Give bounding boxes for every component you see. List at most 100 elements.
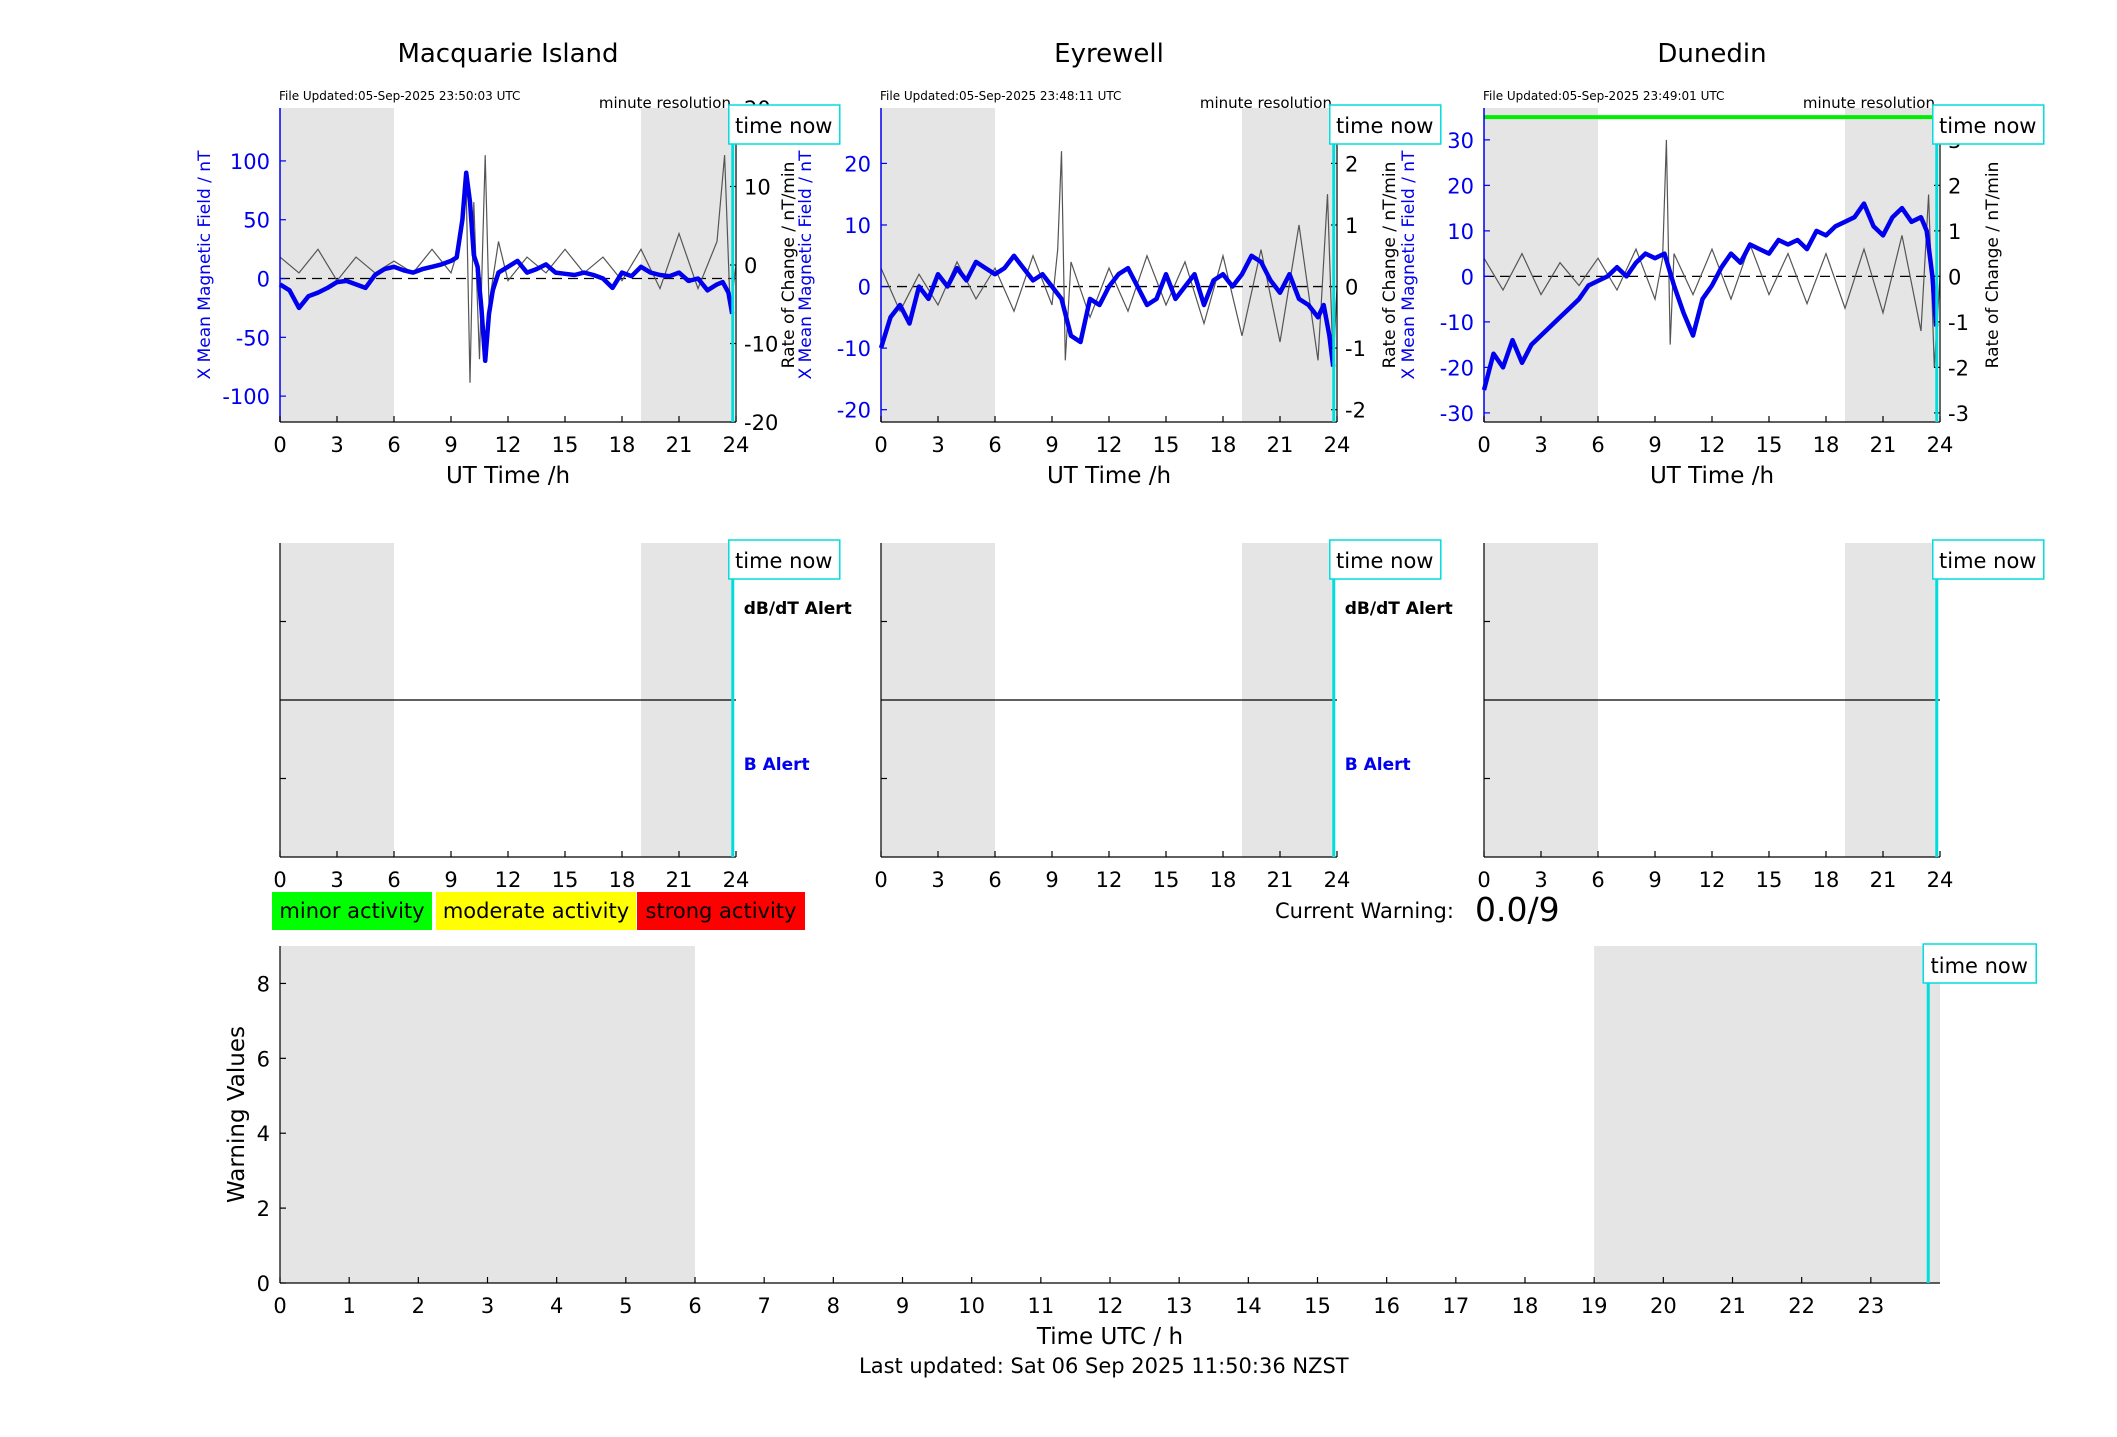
right-tick-label: -1 <box>1948 311 1969 335</box>
station-panel-dunedin: Dunedin-30-20-100102030-3-2-101230369121… <box>1399 39 2045 892</box>
x-tick-label: 15 <box>552 433 579 457</box>
warning-x-tick-label: 2 <box>412 1294 425 1318</box>
left-tick-label: 0 <box>257 268 270 292</box>
alert-x-tick-label: 18 <box>1210 868 1237 892</box>
b-alert-label: B Alert <box>1345 755 1411 775</box>
dbdt-alert-label: dB/dT Alert <box>1345 599 1453 619</box>
left-tick-label: 20 <box>1447 174 1474 198</box>
alert-x-tick-label: 24 <box>1927 868 1954 892</box>
alert-x-tick-label: 0 <box>273 868 286 892</box>
warning-x-tick-label: 18 <box>1512 1294 1539 1318</box>
station-title: Dunedin <box>1657 39 1766 69</box>
last-updated-text: Last updated: Sat 06 Sep 2025 11:50:36 N… <box>859 1354 1349 1378</box>
right-y-axis-label: Rate of Change / nT/min <box>1983 162 2003 369</box>
left-tick-label: 0 <box>1461 265 1474 289</box>
resolution-text: minute resolution <box>1803 94 1935 112</box>
alert-x-tick-label: 0 <box>874 868 887 892</box>
file-updated-text: File Updated:05-Sep-2025 23:48:11 UTC <box>880 89 1121 103</box>
left-tick-label: -100 <box>222 385 270 409</box>
left-tick-label: -20 <box>1440 356 1474 380</box>
right-tick-label: -3 <box>1948 402 1969 426</box>
right-tick-label: 2 <box>1345 152 1358 176</box>
warning-x-tick-label: 23 <box>1857 1294 1884 1318</box>
warning-x-tick-label: 7 <box>757 1294 770 1318</box>
x-tick-label: 12 <box>1699 433 1726 457</box>
warning-x-tick-label: 11 <box>1027 1294 1054 1318</box>
night-shading <box>1845 108 1937 422</box>
time-now-label: time now <box>1939 114 2036 138</box>
alert-x-tick-label: 24 <box>723 868 750 892</box>
x-tick-label: 9 <box>1045 433 1058 457</box>
night-shading <box>1484 108 1598 422</box>
x-tick-label: 6 <box>387 433 400 457</box>
x-tick-label: 24 <box>723 433 750 457</box>
warning-x-tick-label: 8 <box>827 1294 840 1318</box>
warning-night-shading <box>280 946 695 1283</box>
warning-y-tick-label: 6 <box>257 1047 270 1071</box>
warning-y-tick-label: 2 <box>257 1197 270 1221</box>
alert-time-now-label: time now <box>1336 549 1433 573</box>
x-tick-label: 18 <box>1210 433 1237 457</box>
left-tick-label: 50 <box>243 209 270 233</box>
time-now-box <box>1329 104 1442 145</box>
warning-y-axis-label: Warning Values <box>224 1026 250 1203</box>
alert-x-tick-label: 3 <box>931 868 944 892</box>
alert-x-tick-label: 12 <box>1699 868 1726 892</box>
right-tick-label: 0 <box>744 254 757 278</box>
left-tick-label: -50 <box>236 326 270 350</box>
x-tick-label: 18 <box>1813 433 1840 457</box>
warning-time-now-box <box>1922 943 2037 984</box>
right-tick-label: -2 <box>1345 399 1366 423</box>
left-tick-label: 10 <box>1447 220 1474 244</box>
alert-time-now-box <box>728 539 841 580</box>
right-tick-label: 1 <box>1948 220 1961 244</box>
left-tick-label: -10 <box>1440 311 1474 335</box>
rate-of-change-series <box>880 151 1338 367</box>
alert-x-tick-label: 9 <box>1648 868 1661 892</box>
left-tick-label: 100 <box>230 150 270 174</box>
warning-x-tick-label: 10 <box>958 1294 985 1318</box>
x-tick-label: 0 <box>1477 433 1490 457</box>
left-tick-label: 30 <box>1447 129 1474 153</box>
alert-x-tick-label: 18 <box>609 868 636 892</box>
left-tick-label: 20 <box>844 152 871 176</box>
warning-time-now-label: time now <box>1931 954 2028 978</box>
left-tick-label: -10 <box>837 337 871 361</box>
current-warning-label: Current Warning: <box>1275 899 1454 923</box>
alert-x-tick-label: 15 <box>1756 868 1783 892</box>
x-tick-label: 21 <box>1267 433 1294 457</box>
time-now-label: time now <box>1336 114 1433 138</box>
x-tick-label: 9 <box>1648 433 1661 457</box>
warning-x-tick-label: 16 <box>1373 1294 1400 1318</box>
warning-x-tick-label: 13 <box>1166 1294 1193 1318</box>
warning-x-tick-label: 4 <box>550 1294 563 1318</box>
warning-x-axis-label: Time UTC / h <box>1036 1324 1183 1350</box>
x-tick-label: 3 <box>1534 433 1547 457</box>
time-now-box <box>728 104 841 145</box>
station-title: Eyrewell <box>1054 39 1164 69</box>
alert-x-tick-label: 3 <box>330 868 343 892</box>
alert-x-tick-label: 21 <box>1870 868 1897 892</box>
rate-of-change-series <box>1483 139 1941 368</box>
alert-x-tick-label: 15 <box>552 868 579 892</box>
alert-x-tick-label: 0 <box>1477 868 1490 892</box>
alert-x-tick-label: 9 <box>444 868 457 892</box>
warning-x-tick-label: 1 <box>342 1294 355 1318</box>
warning-x-tick-label: 6 <box>688 1294 701 1318</box>
x-tick-label: 3 <box>931 433 944 457</box>
x-mean-field-series <box>878 253 1336 367</box>
right-y-axis-label: Rate of Change / nT/min <box>779 162 799 369</box>
warning-x-tick-label: 19 <box>1581 1294 1608 1318</box>
warning-x-tick-label: 20 <box>1650 1294 1677 1318</box>
warning-y-tick-label: 4 <box>257 1122 270 1146</box>
left-tick-label: -20 <box>837 399 871 423</box>
warning-y-tick-label: 0 <box>257 1272 270 1296</box>
x-tick-label: 18 <box>609 433 636 457</box>
right-tick-label: -20 <box>744 411 778 435</box>
warning-x-tick-label: 17 <box>1442 1294 1469 1318</box>
file-updated-text: File Updated:05-Sep-2025 23:50:03 UTC <box>279 89 520 103</box>
